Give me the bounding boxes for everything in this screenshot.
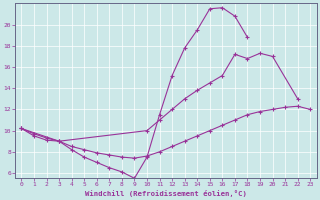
X-axis label: Windchill (Refroidissement éolien,°C): Windchill (Refroidissement éolien,°C) bbox=[85, 190, 247, 197]
